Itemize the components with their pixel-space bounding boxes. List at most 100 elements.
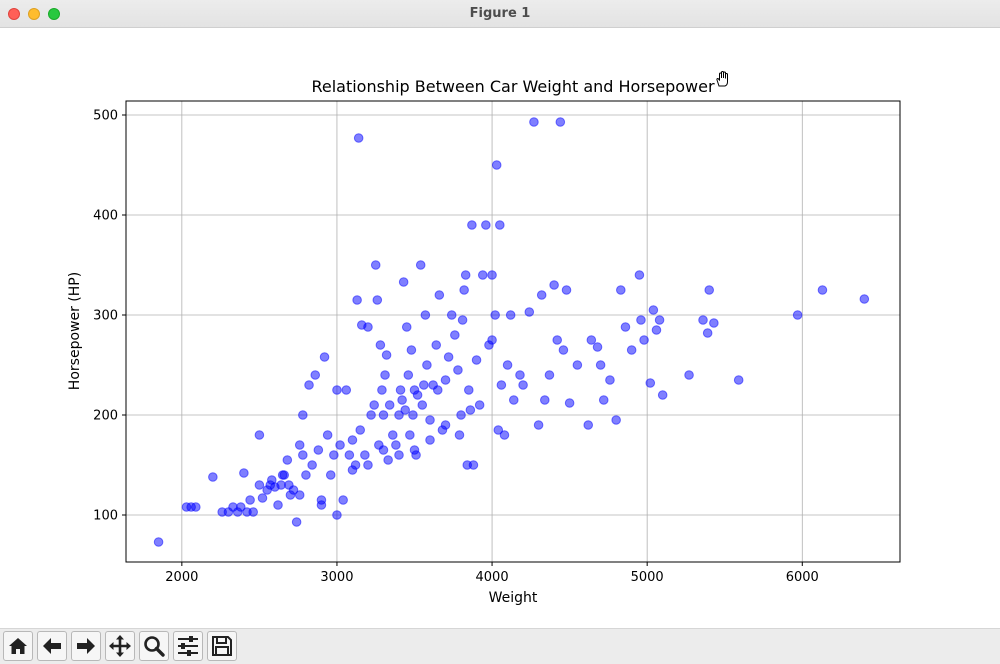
data-point [372, 295, 383, 305]
data-point [515, 370, 525, 380]
data-point [294, 440, 305, 450]
data-point [381, 350, 392, 360]
data-point [422, 360, 432, 370]
data-point [329, 450, 339, 460]
home-button[interactable] [3, 631, 33, 661]
chart-title: Relationship Between Car Weight and Hors… [311, 77, 715, 96]
axes-frame [125, 100, 901, 563]
data-point [325, 470, 336, 480]
data-point [432, 385, 443, 395]
data-point [536, 290, 547, 300]
data-point [380, 370, 390, 380]
data-point [704, 285, 715, 295]
data-point [378, 410, 389, 420]
y-axis-label: Horsepower (HP) [67, 272, 83, 390]
sliders-icon [178, 636, 198, 656]
data-point [698, 315, 708, 325]
data-point [338, 495, 348, 505]
data-point [254, 480, 265, 490]
data-point [347, 435, 358, 445]
data-point [412, 390, 423, 400]
save-button[interactable] [207, 631, 237, 661]
arrow-right-icon [77, 638, 95, 654]
data-point [301, 470, 311, 480]
data-point [257, 493, 268, 503]
data-point [544, 370, 555, 380]
data-point [273, 500, 283, 510]
data-point [450, 330, 460, 340]
magnifier-icon [144, 636, 165, 657]
data-point [611, 415, 621, 425]
data-point [353, 133, 364, 143]
data-point [405, 430, 415, 440]
data-point [634, 270, 645, 280]
data-point [505, 310, 516, 320]
data-point [350, 460, 361, 470]
back-button[interactable] [37, 631, 67, 661]
data-point [425, 435, 435, 445]
data-point [446, 310, 457, 320]
data-point [529, 117, 539, 127]
move-icon [109, 635, 131, 657]
data-point [322, 430, 333, 440]
data-point [467, 220, 477, 230]
configure-subplots-button[interactable] [173, 631, 203, 661]
data-point [639, 335, 649, 345]
data-point [440, 420, 451, 430]
data-point [304, 380, 314, 390]
data-point [457, 315, 468, 325]
data-point [657, 390, 668, 400]
data-point [518, 380, 528, 390]
data-point [394, 410, 404, 420]
data-point [495, 220, 505, 230]
data-point [341, 385, 352, 395]
data-point [493, 425, 504, 435]
zoom-button[interactable] [139, 631, 169, 661]
forward-button[interactable] [71, 631, 101, 661]
data-point [454, 430, 465, 440]
figure-canvas[interactable]: 2000 3000 4000 5000 6000 100 200 300 400 500 Rela… [0, 28, 1000, 628]
scatter-chart[interactable]: 2000 3000 4000 5000 6000 100 200 300 400 500 Rela… [0, 28, 1000, 628]
data-point [586, 335, 597, 345]
data-point [490, 310, 500, 320]
data-point [208, 472, 218, 482]
data-point [496, 380, 507, 390]
data-point [406, 345, 417, 355]
data-point [605, 375, 615, 385]
maximize-window-button[interactable] [48, 8, 60, 20]
data-point [651, 325, 662, 335]
data-point [702, 328, 713, 338]
data-point [564, 398, 575, 408]
data-point [298, 450, 308, 460]
data-point [558, 345, 569, 355]
data-point [859, 294, 870, 304]
data-point [453, 365, 463, 375]
data-point [363, 322, 373, 332]
data-point [549, 280, 559, 290]
data-point [431, 340, 442, 350]
x-tick-label: 6000 [786, 570, 819, 585]
pan-button[interactable] [105, 631, 135, 661]
data-point [366, 410, 376, 420]
data-point [443, 352, 454, 362]
close-window-button[interactable] [8, 8, 20, 20]
data-point [394, 450, 404, 460]
data-point [502, 360, 513, 370]
data-point [463, 385, 474, 395]
data-point [465, 405, 476, 415]
y-tick-label: 200 [93, 409, 118, 424]
minimize-window-button[interactable] [28, 8, 40, 20]
data-point [375, 340, 386, 350]
data-point [279, 470, 290, 480]
y-tick-label: 300 [93, 309, 118, 324]
data-point [288, 485, 299, 495]
data-point [316, 495, 327, 505]
data-point [319, 352, 330, 362]
x-tick-label: 4000 [476, 570, 509, 585]
window-titlebar: Figure 1 [0, 0, 1000, 28]
grid-lines [126, 101, 900, 562]
data-point [648, 305, 659, 315]
data-point [383, 455, 393, 465]
data-point [153, 537, 164, 547]
data-point [417, 400, 428, 410]
